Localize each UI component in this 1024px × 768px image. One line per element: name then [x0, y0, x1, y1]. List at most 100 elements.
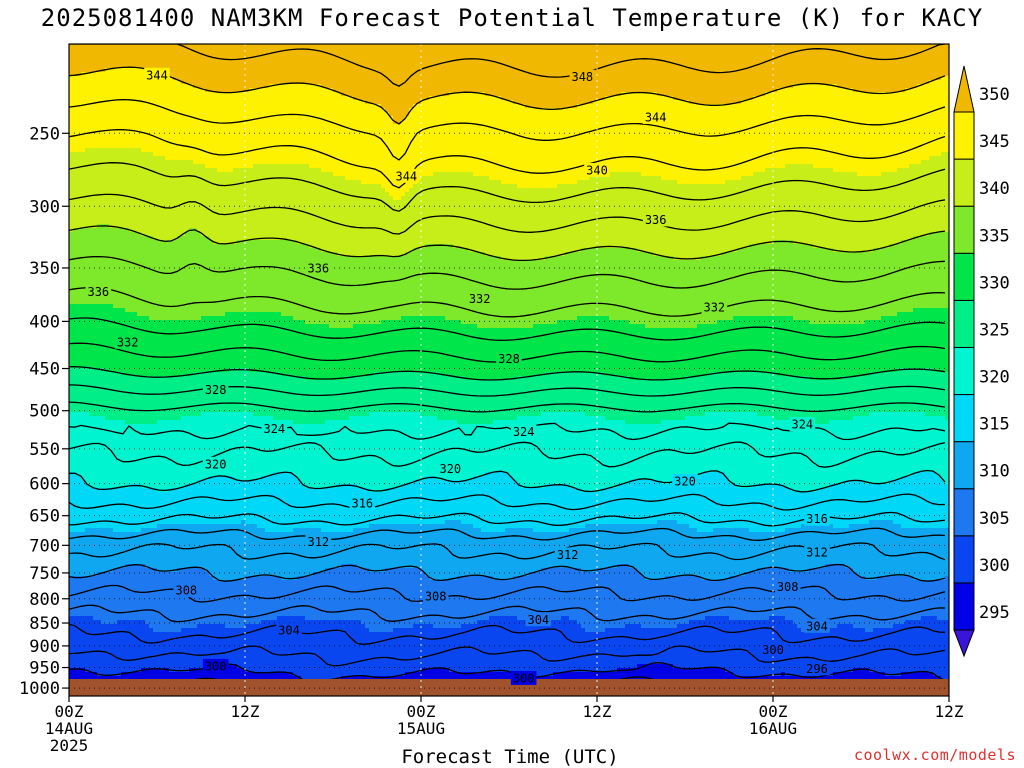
- band-cell: [129, 76, 134, 81]
- band-cell: [409, 112, 414, 117]
- band-cell: [649, 88, 654, 93]
- band-cell: [713, 60, 718, 65]
- band-cell: [533, 68, 538, 73]
- band-cell: [97, 88, 102, 93]
- band-cell: [453, 64, 458, 69]
- band-cell: [529, 104, 534, 109]
- band-cell: [197, 68, 202, 73]
- band-cell: [249, 80, 254, 85]
- band-cell: [749, 80, 754, 85]
- band-cell: [849, 100, 854, 105]
- band-cell: [233, 72, 238, 77]
- band-cell: [637, 120, 642, 125]
- band-cell: [145, 56, 150, 61]
- band-cell: [849, 68, 854, 73]
- band-cell: [605, 124, 610, 129]
- band-cell: [677, 88, 682, 93]
- band-cell: [497, 108, 502, 113]
- band-cell: [473, 44, 478, 49]
- band-cell: [745, 112, 750, 117]
- band-cell: [73, 116, 78, 121]
- band-cell: [129, 88, 134, 93]
- band-cell: [225, 44, 230, 49]
- band-cell: [377, 68, 382, 73]
- band-cell: [517, 124, 522, 129]
- band-cell: [157, 124, 162, 129]
- band-cell: [625, 88, 630, 93]
- band-cell: [741, 124, 746, 129]
- band-cell: [837, 116, 842, 121]
- band-cell: [801, 72, 806, 77]
- band-cell: [721, 48, 726, 53]
- band-cell: [445, 72, 450, 77]
- band-cell: [249, 44, 254, 49]
- band-cell: [185, 108, 190, 113]
- band-cell: [577, 120, 582, 125]
- band-cell: [885, 116, 890, 121]
- band-cell: [209, 80, 214, 85]
- band-cell: [893, 60, 898, 65]
- band-cell: [549, 92, 554, 97]
- band-cell: [189, 60, 194, 65]
- band-cell: [121, 92, 126, 97]
- band-cell: [557, 68, 562, 73]
- band-cell: [445, 112, 450, 117]
- band-cell: [593, 88, 598, 93]
- band-cell: [457, 96, 462, 101]
- band-cell: [385, 64, 390, 69]
- band-cell: [457, 64, 462, 69]
- band-cell: [509, 68, 514, 73]
- band-cell: [745, 76, 750, 81]
- band-cell: [385, 80, 390, 85]
- band-cell: [817, 124, 822, 129]
- band-cell: [201, 104, 206, 109]
- band-cell: [909, 108, 914, 113]
- band-cell: [225, 80, 230, 85]
- band-cell: [389, 88, 394, 93]
- band-cell: [389, 128, 394, 133]
- band-cell: [365, 88, 370, 93]
- band-cell: [877, 48, 882, 53]
- band-cell: [309, 124, 314, 129]
- band-cell: [277, 52, 282, 57]
- band-cell: [809, 80, 814, 85]
- band-cell: [765, 116, 770, 121]
- band-cell: [117, 108, 122, 113]
- band-cell: [81, 88, 86, 93]
- band-cell: [717, 52, 722, 57]
- band-cell: [761, 116, 766, 121]
- band-cell: [797, 128, 802, 133]
- band-cell: [605, 116, 610, 121]
- band-cell: [377, 84, 382, 89]
- band-cell: [357, 64, 362, 69]
- band-cell: [721, 112, 726, 117]
- band-cell: [281, 128, 286, 133]
- band-cell: [481, 44, 486, 49]
- band-cell: [557, 92, 562, 97]
- band-cell: [729, 56, 734, 61]
- band-cell: [413, 112, 418, 117]
- band-cell: [545, 104, 550, 109]
- band-cell: [393, 80, 398, 85]
- band-cell: [329, 96, 334, 101]
- band-cell: [677, 80, 682, 85]
- band-cell: [85, 48, 90, 53]
- band-cell: [929, 64, 934, 69]
- band-cell: [673, 92, 678, 97]
- band-cell: [805, 56, 810, 61]
- band-cell: [669, 132, 674, 137]
- band-cell: [273, 96, 278, 101]
- band-cell: [181, 108, 186, 113]
- band-cell: [681, 60, 686, 65]
- band-cell: [233, 132, 238, 137]
- band-cell: [797, 116, 802, 121]
- band-cell: [173, 60, 178, 65]
- band-cell: [281, 96, 286, 101]
- band-cell: [337, 112, 342, 117]
- band-cell: [133, 72, 138, 77]
- band-cell: [193, 88, 198, 93]
- band-cell: [913, 44, 918, 49]
- band-cell: [281, 80, 286, 85]
- band-cell: [117, 80, 122, 85]
- band-cell: [485, 116, 490, 121]
